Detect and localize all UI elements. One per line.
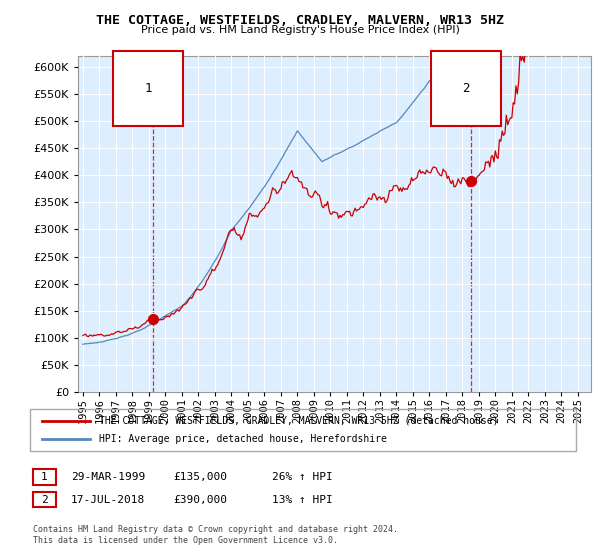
Text: 1: 1 <box>41 472 48 482</box>
Text: THE COTTAGE, WESTFIELDS, CRADLEY, MALVERN, WR13 5HZ (detached house): THE COTTAGE, WESTFIELDS, CRADLEY, MALVER… <box>99 416 499 426</box>
Text: 26% ↑ HPI: 26% ↑ HPI <box>272 472 332 482</box>
Text: 2: 2 <box>41 494 48 505</box>
Text: Price paid vs. HM Land Registry's House Price Index (HPI): Price paid vs. HM Land Registry's House … <box>140 25 460 35</box>
Text: 1: 1 <box>144 82 152 95</box>
Text: 13% ↑ HPI: 13% ↑ HPI <box>272 494 332 505</box>
Text: 29-MAR-1999: 29-MAR-1999 <box>71 472 145 482</box>
Text: 17-JUL-2018: 17-JUL-2018 <box>71 494 145 505</box>
Text: THE COTTAGE, WESTFIELDS, CRADLEY, MALVERN, WR13 5HZ: THE COTTAGE, WESTFIELDS, CRADLEY, MALVER… <box>96 14 504 27</box>
Text: £135,000: £135,000 <box>173 472 227 482</box>
Text: 2: 2 <box>463 82 470 95</box>
Text: HPI: Average price, detached house, Herefordshire: HPI: Average price, detached house, Here… <box>99 434 387 444</box>
Text: Contains HM Land Registry data © Crown copyright and database right 2024.
This d: Contains HM Land Registry data © Crown c… <box>33 525 398 545</box>
Text: £390,000: £390,000 <box>173 494 227 505</box>
